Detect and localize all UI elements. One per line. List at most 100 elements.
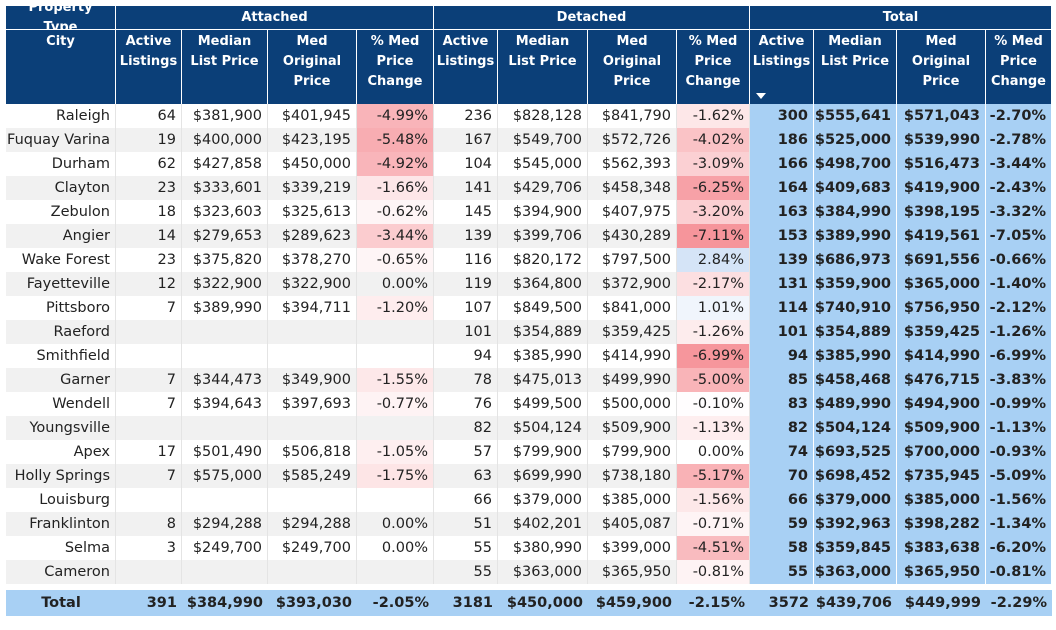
cell: $797,500 [588,248,677,272]
row-label[interactable]: Fayetteville [6,272,116,296]
cell: $249,700 [268,536,357,560]
cell: $400,000 [182,128,268,152]
cell: -1.62% [677,104,750,128]
cell: 164 [750,176,814,200]
column-header[interactable]: Active Listings [434,30,498,104]
cell [268,416,357,440]
total-cell: 391 [116,592,182,614]
cell: $379,000 [498,488,588,512]
row-label[interactable]: Raleigh [6,104,116,128]
cell: 82 [434,416,498,440]
cell: -7.05% [986,224,1052,248]
cell: $585,249 [268,464,357,488]
cell: 8 [116,512,182,536]
cell: $385,000 [588,488,677,512]
cell: -0.81% [677,560,750,584]
cell: $375,820 [182,248,268,272]
row-label[interactable]: Wake Forest [6,248,116,272]
cell: -1.34% [986,512,1052,536]
column-header[interactable]: Active Listings [750,30,814,104]
row-label[interactable]: Wendell [6,392,116,416]
cell: 76 [434,392,498,416]
total-cell: $393,030 [268,592,357,614]
cell [357,560,434,584]
cell: $407,975 [588,200,677,224]
row-label[interactable]: Selma [6,536,116,560]
column-header[interactable]: Med Original Price [897,30,986,104]
cell: $384,990 [814,200,897,224]
row-label[interactable]: Louisburg [6,488,116,512]
row-label[interactable]: Holly Springs [6,464,116,488]
cell: 300 [750,104,814,128]
cell: $389,990 [182,296,268,320]
cell: $756,950 [897,296,986,320]
cell: 51 [434,512,498,536]
column-header[interactable]: City [6,30,116,104]
cell: $344,473 [182,368,268,392]
cell: 166 [750,152,814,176]
row-label[interactable]: Smithfield [6,344,116,368]
cell: $489,990 [814,392,897,416]
cell: $409,683 [814,176,897,200]
group-header: Property Type [6,6,116,29]
cell: -0.65% [357,248,434,272]
total-cell: $450,000 [498,592,588,614]
cell: $516,473 [897,152,986,176]
row-label[interactable]: Angier [6,224,116,248]
row-label[interactable]: Franklinton [6,512,116,536]
cell: -4.99% [357,104,434,128]
column-header[interactable]: Med Original Price [588,30,677,104]
row-label[interactable]: Durham [6,152,116,176]
cell: -4.02% [677,128,750,152]
cell: $504,124 [814,416,897,440]
cell: $372,900 [588,272,677,296]
column-header[interactable]: Median List Price [498,30,588,104]
row-label[interactable]: Pittsboro [6,296,116,320]
cell: -0.99% [986,392,1052,416]
column-header[interactable]: % Med Price Change [357,30,434,104]
group-header: Attached [116,6,434,29]
column-header[interactable]: % Med Price Change [986,30,1052,104]
column-header[interactable]: Median List Price [182,30,268,104]
cell: -3.83% [986,368,1052,392]
cell: $405,087 [588,512,677,536]
cell: -2.70% [986,104,1052,128]
cell: $699,990 [498,464,588,488]
cell: -1.20% [357,296,434,320]
row-label[interactable]: Cameron [6,560,116,584]
cell: 119 [434,272,498,296]
row-label[interactable]: Apex [6,440,116,464]
cell: -3.44% [986,152,1052,176]
row-label[interactable]: Raeford [6,320,116,344]
cell: $494,900 [897,392,986,416]
row-label[interactable]: Garner [6,368,116,392]
sort-indicator[interactable] [756,93,768,101]
total-cell: $449,999 [897,592,986,614]
total-cell: 3572 [750,592,814,614]
column-header[interactable]: Active Listings [116,30,182,104]
cell: -1.40% [986,272,1052,296]
row-label[interactable]: Youngsville [6,416,116,440]
cell: $383,638 [897,536,986,560]
cell [116,560,182,584]
column-header[interactable]: % Med Price Change [677,30,750,104]
column-header[interactable]: Median List Price [814,30,897,104]
cell: $700,000 [897,440,986,464]
cell [357,488,434,512]
cell: $363,000 [814,560,897,584]
total-cell: $384,990 [182,592,268,614]
cell: -0.10% [677,392,750,416]
cell: $799,900 [588,440,677,464]
row-label[interactable]: Fuquay Varina [6,128,116,152]
cell: -0.93% [986,440,1052,464]
column-header[interactable]: Med Original Price [268,30,357,104]
cell: $476,715 [897,368,986,392]
cell: $841,000 [588,296,677,320]
cell: $458,468 [814,368,897,392]
cell: $349,900 [268,368,357,392]
cell: $279,653 [182,224,268,248]
row-label[interactable]: Zebulon [6,200,116,224]
row-label[interactable]: Clayton [6,176,116,200]
cell: $354,889 [814,320,897,344]
